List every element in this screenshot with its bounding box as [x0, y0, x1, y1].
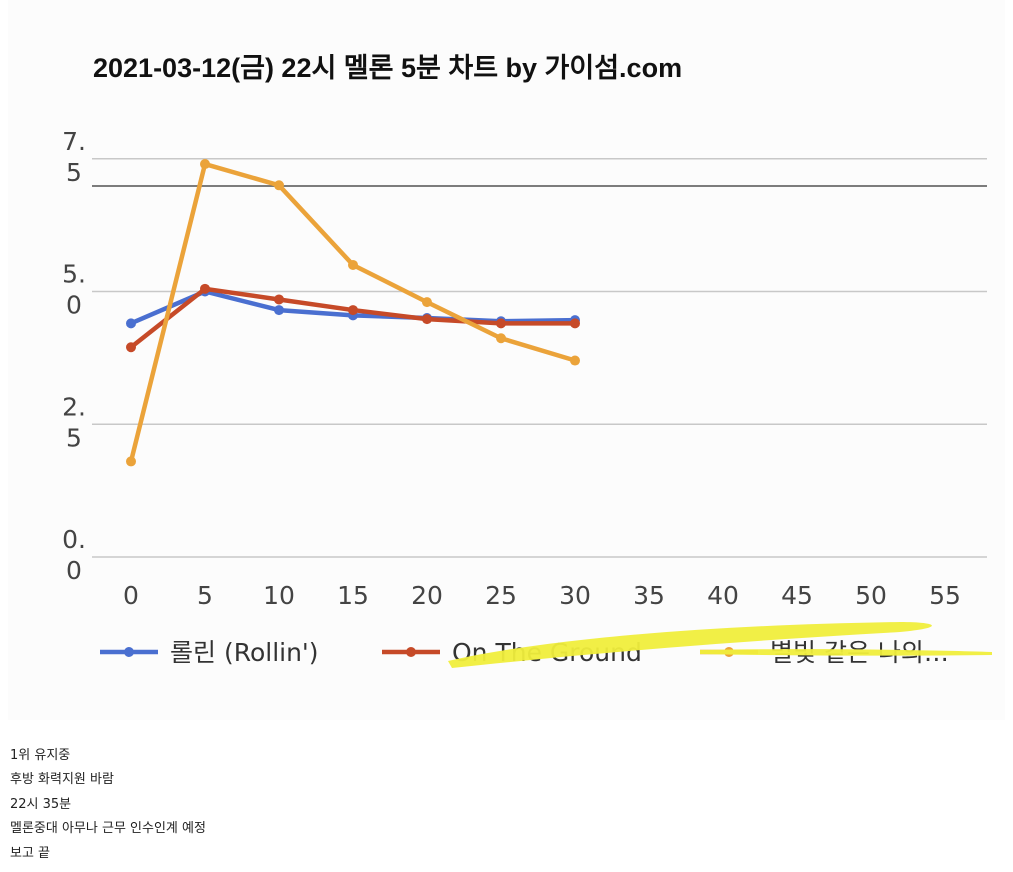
y-tick-label: 2. 5	[62, 392, 86, 452]
legend-marker	[124, 647, 134, 657]
data-point	[348, 305, 358, 316]
data-point	[126, 318, 136, 329]
y-tick-text: 5	[66, 423, 82, 452]
yellow-highlighter-mark	[448, 622, 992, 668]
x-tick-label: 35	[633, 581, 665, 610]
legend-marker	[406, 647, 416, 657]
legend-label: 롤린 (Rollin')	[170, 638, 319, 667]
x-axis-ticks: 0 5 10 15 20 25 30 35 40 45 50 55	[123, 581, 961, 610]
data-point	[126, 342, 136, 353]
caption-line: 멜론중대 아무나 근무 인수인계 예정	[10, 821, 206, 837]
x-tick-label: 20	[411, 581, 443, 610]
data-point	[200, 159, 210, 170]
data-point	[496, 333, 506, 344]
chart-photo	[8, 0, 1005, 720]
data-point	[570, 318, 580, 329]
data-point	[422, 297, 432, 308]
y-tick-text: 5	[66, 158, 82, 187]
y-tick-text: 0	[66, 291, 82, 320]
y-tick-text: 2.	[62, 392, 86, 421]
caption-line: 보고 끝	[10, 845, 51, 861]
x-tick-label: 15	[337, 581, 369, 610]
data-point	[274, 180, 284, 191]
data-point	[496, 318, 506, 329]
y-tick-text: 7.	[62, 127, 86, 156]
data-point	[570, 355, 580, 366]
chart-title: 2021-03-12(금) 22시 멜론 5분 차트 by 가이섬.com	[93, 53, 682, 83]
line-chart: 2021-03-12(금) 22시 멜론 5분 차트 by 가이섬.com 0.…	[62, 53, 992, 668]
data-point	[200, 283, 210, 294]
data-point	[126, 456, 136, 467]
caption: 1위 유지중 후방 화력지원 바람 22시 35분 멜론중대 아무나 근무 인수…	[10, 744, 206, 866]
series-lines	[126, 159, 580, 467]
x-tick-label: 50	[855, 581, 887, 610]
x-tick-label: 5	[197, 581, 213, 610]
y-tick-text: 0	[66, 556, 82, 585]
x-tick-label: 30	[559, 581, 591, 610]
data-point	[348, 259, 358, 270]
gridlines	[92, 157, 987, 558]
y-tick-text: 0.	[62, 525, 86, 554]
x-tick-label: 55	[929, 581, 961, 610]
caption-line: 22시 35분	[10, 796, 72, 812]
data-point	[422, 314, 432, 325]
caption-line: 1위 유지중	[10, 748, 71, 763]
x-tick-label: 40	[707, 581, 739, 610]
y-tick-label: 7. 5	[62, 127, 86, 187]
y-tick-label: 0. 0	[62, 525, 86, 585]
x-tick-label: 45	[781, 581, 813, 610]
x-tick-label: 0	[123, 581, 139, 610]
data-point	[274, 305, 284, 316]
y-tick-label: 5. 0	[62, 260, 86, 320]
data-point	[274, 294, 284, 305]
x-tick-label: 10	[263, 581, 295, 610]
x-tick-label: 25	[485, 581, 517, 610]
y-tick-text: 5.	[62, 260, 86, 289]
caption-line: 후방 화력지원 바람	[10, 772, 114, 788]
y-axis-ticks: 0. 02. 55. 07. 5	[62, 127, 86, 585]
